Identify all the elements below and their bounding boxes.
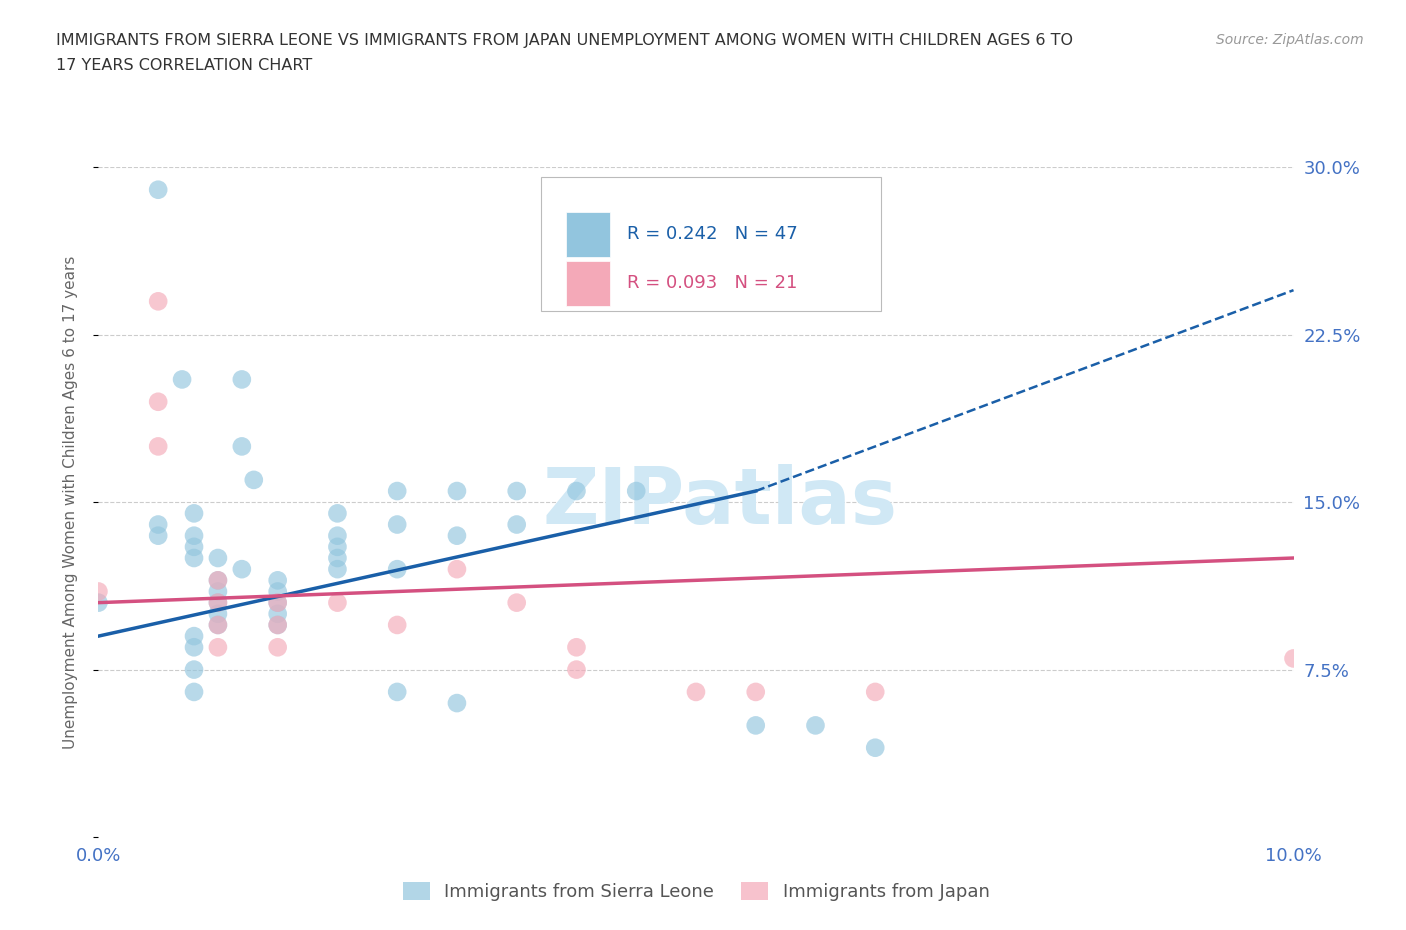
Point [565,484,588,498]
Point [565,640,588,655]
Point [172,372,194,387]
Point [745,718,768,733]
Point [865,740,887,755]
Point [207,573,229,588]
Point [148,182,170,197]
Point [1282,651,1305,666]
Point [506,595,529,610]
Point [267,573,290,588]
Point [626,484,648,498]
FancyBboxPatch shape [565,212,610,257]
Point [267,595,290,610]
Point [207,606,229,621]
Point [183,506,205,521]
Point [267,618,290,632]
Point [446,562,468,577]
Point [326,528,349,543]
Point [506,484,529,498]
Point [267,618,290,632]
Point [243,472,266,487]
Text: IMMIGRANTS FROM SIERRA LEONE VS IMMIGRANTS FROM JAPAN UNEMPLOYMENT AMONG WOMEN W: IMMIGRANTS FROM SIERRA LEONE VS IMMIGRAN… [56,33,1073,47]
Y-axis label: Unemployment Among Women with Children Ages 6 to 17 years: Unemployment Among Women with Children A… [63,256,77,749]
Point [446,528,468,543]
Text: R = 0.093   N = 21: R = 0.093 N = 21 [627,274,797,292]
Point [326,551,349,565]
Point [207,640,229,655]
Point [326,562,349,577]
Point [804,718,827,733]
Point [745,684,768,699]
Point [207,595,229,610]
Text: 17 YEARS CORRELATION CHART: 17 YEARS CORRELATION CHART [56,58,312,73]
Text: ZIPatlas: ZIPatlas [543,464,897,540]
Point [87,595,110,610]
Point [506,517,529,532]
Point [326,539,349,554]
Point [267,595,290,610]
Point [231,562,253,577]
Point [148,528,170,543]
Point [385,618,409,632]
Point [326,595,349,610]
Point [231,372,253,387]
Point [183,551,205,565]
Point [148,294,170,309]
Point [231,439,253,454]
Point [565,662,588,677]
Point [183,629,205,644]
Point [87,584,110,599]
Point [148,517,170,532]
Point [207,584,229,599]
Point [207,618,229,632]
FancyBboxPatch shape [540,178,882,312]
Legend: Immigrants from Sierra Leone, Immigrants from Japan: Immigrants from Sierra Leone, Immigrants… [395,874,997,909]
Point [326,506,349,521]
Point [385,484,409,498]
Point [446,696,468,711]
Point [183,662,205,677]
Point [148,394,170,409]
Point [183,684,205,699]
Point [385,562,409,577]
FancyBboxPatch shape [565,260,610,306]
Point [183,539,205,554]
Point [267,584,290,599]
Point [207,551,229,565]
Point [685,684,707,699]
Text: R = 0.242   N = 47: R = 0.242 N = 47 [627,225,797,244]
Point [148,439,170,454]
Point [385,684,409,699]
Point [385,517,409,532]
Point [207,618,229,632]
Text: Source: ZipAtlas.com: Source: ZipAtlas.com [1216,33,1364,46]
Point [267,640,290,655]
Point [207,573,229,588]
Point [865,684,887,699]
Point [183,528,205,543]
Point [183,640,205,655]
Point [446,484,468,498]
Point [267,606,290,621]
Point [207,595,229,610]
